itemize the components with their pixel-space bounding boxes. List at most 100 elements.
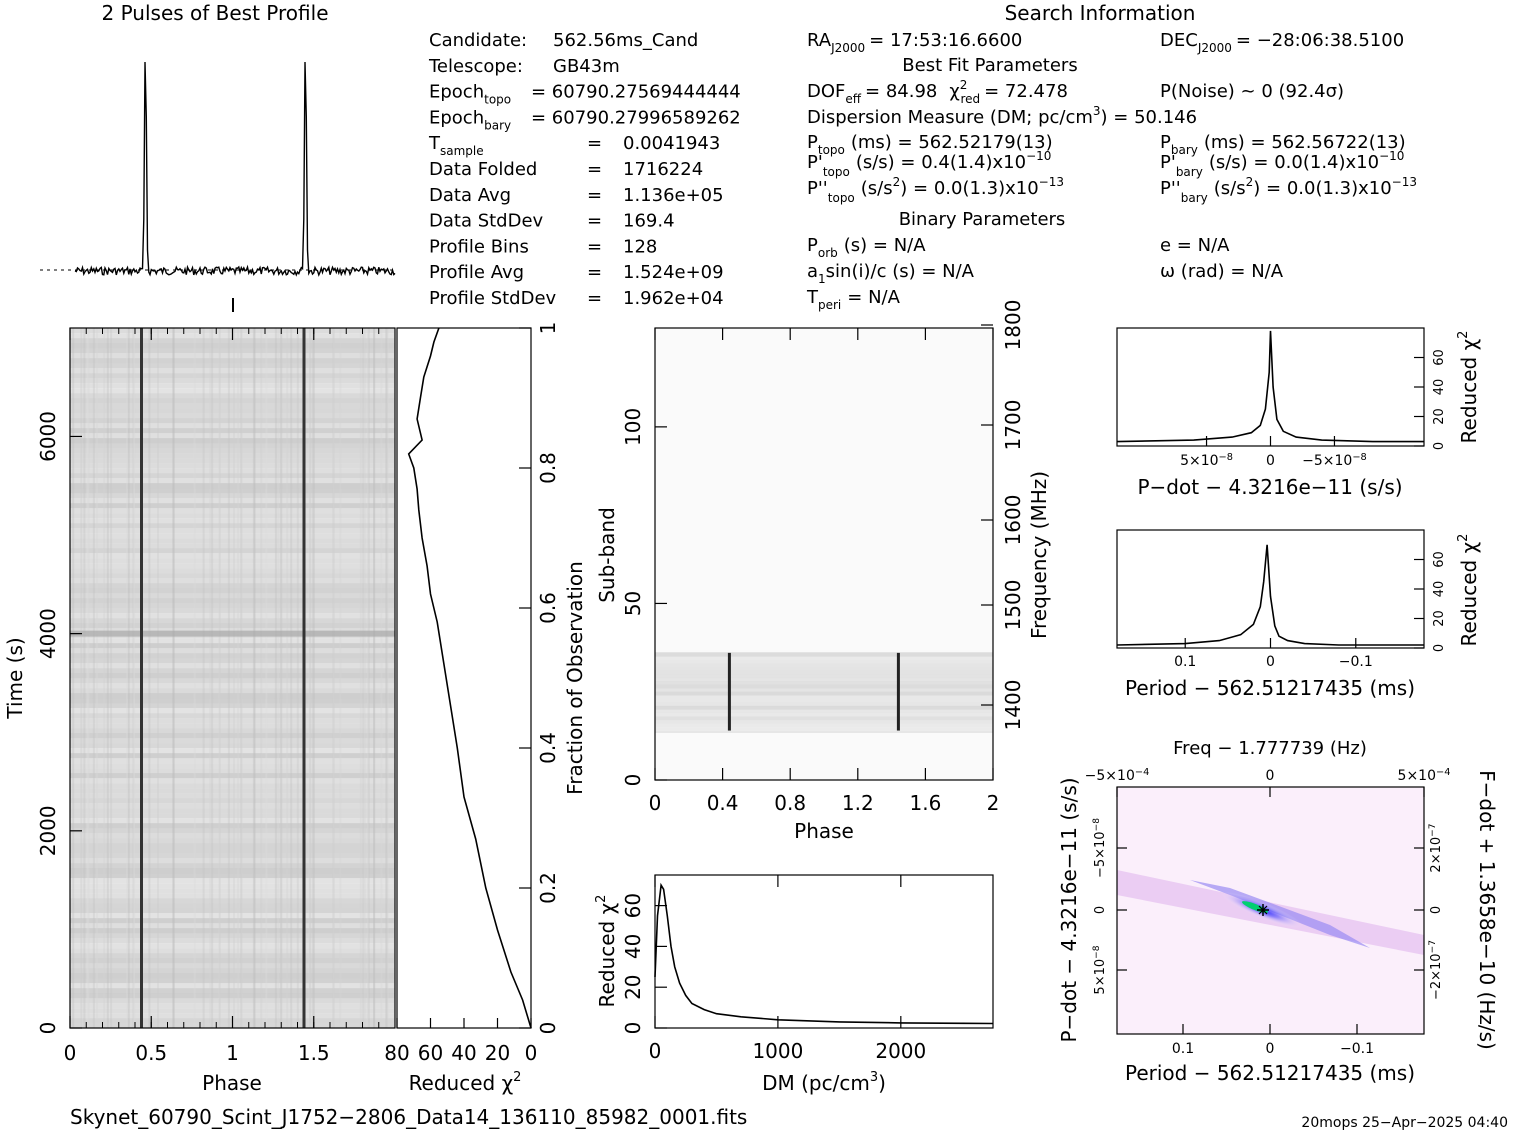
- time-phase-row: [70, 813, 395, 819]
- time-phase-ylabel: Time (s): [3, 637, 27, 719]
- time-phase-noise: [126, 328, 129, 1028]
- time-phase-noise: [193, 328, 196, 1028]
- subband-xtick-label: 0.4: [707, 791, 739, 815]
- porb-label: P: [807, 235, 818, 256]
- time-phase-row: [70, 978, 395, 984]
- time-phase-noise: [237, 328, 240, 1028]
- time-phase-row: [70, 573, 395, 579]
- time-phase-noise: [265, 328, 268, 1028]
- time-phase-row: [70, 638, 395, 644]
- profile-title: 2 Pulses of Best Profile: [102, 1, 329, 25]
- info-value: = 60790.27996589262: [531, 107, 741, 128]
- time-chi2-xtick-label: 40: [451, 1041, 476, 1065]
- time-phase-noise: [366, 328, 369, 1028]
- subband-phase-axes: 0 0.4 0.8 1.2 1.6 2 0 50 100 1400 1500 1600 1700 1800: [621, 300, 1025, 815]
- p-pdot-ytick-right-label: 2×10−7: [1428, 823, 1444, 872]
- svg-text:a1sin(i)/c (s) = N/A: a1sin(i)/c (s) = N/A: [807, 261, 975, 286]
- dm-xtick-label: 0: [649, 1039, 662, 1063]
- ra-value: = 17:53:16.6600: [869, 30, 1022, 51]
- period-ytick-label: 60: [1432, 551, 1447, 568]
- time-phase-row: [70, 378, 395, 384]
- subband-row: [655, 670, 993, 675]
- time-phase-noise: [157, 328, 159, 1028]
- time-phase-row: [70, 928, 395, 934]
- info-row: Candidate:: [429, 30, 527, 51]
- time-phase-row: [70, 368, 395, 374]
- p-pdot-title: Freq − 1.777739 (Hz): [1173, 738, 1367, 759]
- svg-text:Ptopo(ms) = 562.52179(13): Ptopo (ms) = 562.52179(13): [807, 132, 1053, 157]
- p-pdot-xtick-label: 0.1: [1172, 1041, 1194, 1057]
- time-phase-noise: [240, 328, 243, 1028]
- time-phase-row: [70, 858, 395, 864]
- time-phase-row: [70, 918, 395, 924]
- time-phase-noise: [286, 328, 289, 1028]
- a1-label: a: [807, 261, 818, 282]
- time-phase-noise: [211, 328, 214, 1028]
- time-phase-noise: [172, 328, 175, 1028]
- pddbary-sup: 2: [1246, 175, 1254, 189]
- subband-ytick-label: 0: [621, 774, 645, 787]
- dof-label: DOF: [807, 81, 845, 102]
- time-phase-row: [70, 553, 395, 559]
- pdot-xtick-label: 5×10−8: [1180, 452, 1233, 469]
- time-phase-row: [70, 558, 395, 564]
- p-pdot-ytick-right-label: −2×10−7: [1428, 940, 1444, 1000]
- ptopo-value: (ms) = 562.52179(13): [851, 132, 1053, 153]
- dm-chi2-ylabel: Reduced χ2: [594, 895, 619, 1008]
- info-row: Epochbary: [429, 107, 511, 132]
- chi-value: = 72.478: [984, 81, 1068, 102]
- time-phase-row: [70, 743, 395, 749]
- p-pdot-axes: 0.1 0 −0.1 −5×10−4 0 5×10−4 5×10−8 0 −5×10−8 −2×1…: [1085, 767, 1451, 1057]
- time-phase-row: [70, 443, 395, 449]
- subband-xtick-label: 0.8: [774, 791, 806, 815]
- period-chi2-xlabel: Period − 562.51217435 (ms): [1125, 676, 1415, 700]
- time-phase-noise: [277, 328, 280, 1028]
- p-pdot-toptick-label: 5×10−4: [1398, 767, 1451, 784]
- time-phase-row: [70, 648, 395, 654]
- p-pdot-best-marker: [1257, 904, 1269, 916]
- dm-chi2-xlabel: DM (pc/cm3): [762, 1070, 886, 1095]
- subband-xtick-label: 0: [649, 791, 662, 815]
- time-chi2-ylabel-right: Fraction of Observation: [563, 561, 587, 795]
- time-phase-noise: [308, 328, 311, 1028]
- svg-text:DECJ2000= −28:06:38.5100: DECJ2000 = −28:06:38.5100: [1160, 30, 1404, 55]
- dof-value: = 84.98: [865, 81, 937, 102]
- time-phase-row: [70, 963, 395, 969]
- time-chi2-ytick-label: 0.2: [536, 872, 560, 904]
- time-phase-xtick-label: 0: [64, 1041, 77, 1065]
- info-value: 1.962e+04: [623, 288, 724, 309]
- time-phase-row: [70, 988, 395, 994]
- pbary-sub: bary: [1171, 143, 1198, 157]
- subband-row: [655, 667, 993, 671]
- time-phase-row: [70, 683, 395, 689]
- time-phase-row: [70, 673, 395, 679]
- info-equals: =: [587, 211, 602, 232]
- dm-ytick-label: 40: [621, 934, 645, 959]
- info-mid-column: RAJ2000 = 17:53:16.6600 Best Fit Paramete…: [806, 30, 1197, 312]
- period-xtick-label: −0.1: [1339, 654, 1373, 670]
- time-phase-noise: [290, 328, 293, 1028]
- time-phase-noise: [253, 328, 256, 1028]
- subband-row: [655, 663, 993, 668]
- time-phase-row: [70, 993, 395, 999]
- time-phase-noise: [233, 328, 235, 1028]
- porb-value: (s) = N/A: [844, 235, 926, 256]
- time-phase-noise: [279, 328, 282, 1028]
- period-xtick-label: 0: [1266, 654, 1275, 670]
- time-phase-row: [70, 708, 395, 714]
- time-phase-row: [70, 833, 395, 839]
- p-pdot-toptick-label: 0: [1266, 768, 1275, 784]
- info-equals: =: [587, 185, 602, 206]
- info-equals: =: [587, 288, 602, 309]
- p-pdot-xtick-label: 0: [1266, 1041, 1275, 1057]
- dm-chi2-axes: 0 1000 2000 0 20 40 60: [621, 875, 926, 1063]
- time-phase-noise: [311, 328, 314, 1028]
- subband-ylabel: Sub-band: [595, 507, 619, 603]
- pdot-ytick-label: 0: [1432, 442, 1447, 450]
- time-chi2-xtick-label: 80: [384, 1041, 409, 1065]
- info-value: 169.4: [623, 211, 675, 232]
- time-phase-row: [70, 713, 395, 719]
- info-right-column: DECJ2000 = −28:06:38.5100 P(Noise) ~ 0 (9…: [1160, 30, 1417, 282]
- pdtopo-exp: −10: [1026, 149, 1051, 163]
- time-phase-row: [70, 568, 395, 574]
